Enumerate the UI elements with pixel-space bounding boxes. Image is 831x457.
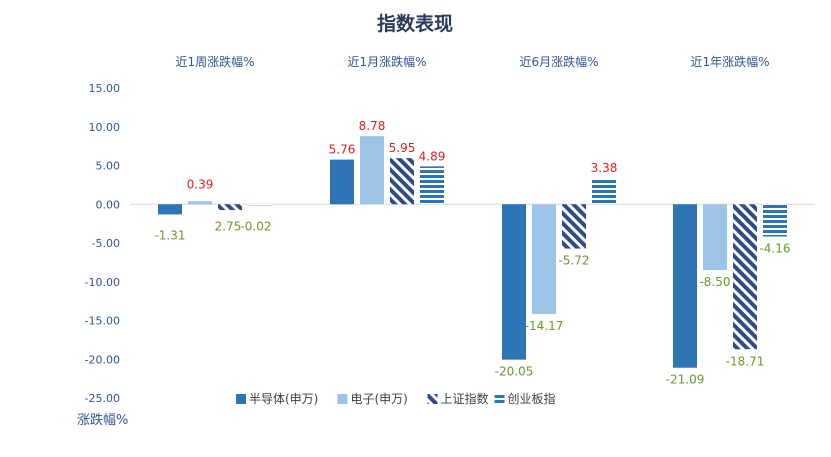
bar-layer xyxy=(158,136,787,368)
bar-0-3 xyxy=(673,204,697,368)
legend: 半导体(申万) 电子(申万) 上证指数 创业板指 xyxy=(236,391,556,406)
y-tick-label: 15.00 xyxy=(89,82,121,95)
data-label: 3.38 xyxy=(591,161,618,175)
y-tick-label: 5.00 xyxy=(96,160,121,173)
category-label: 近1年涨跌幅% xyxy=(690,54,769,69)
data-label: 4.89 xyxy=(419,149,446,163)
y-tick-label: -25.00 xyxy=(85,392,120,405)
bar-0-2 xyxy=(502,204,526,360)
y-axis-label: 涨跌幅% xyxy=(77,412,128,428)
y-tick-label: -15.00 xyxy=(85,315,120,328)
legend-label-0: 半导体(申万) xyxy=(249,392,318,406)
bar-3-0 xyxy=(248,204,272,206)
legend-label-3: 创业板指 xyxy=(508,391,556,406)
bar-2-1 xyxy=(390,158,414,205)
bar-1-1 xyxy=(360,136,384,205)
data-label: 0.39 xyxy=(187,177,214,191)
bar-2-3 xyxy=(733,204,757,350)
legend-label-2: 上证指数 xyxy=(441,391,489,406)
data-label: -1.31 xyxy=(154,228,185,242)
data-label: -21.09 xyxy=(666,373,705,387)
y-tick-label: 0.00 xyxy=(96,198,121,211)
category-label: 近6月涨跌幅% xyxy=(519,54,598,69)
data-label-layer: -1.31 0.39 2.75 -0.02 5.768.785.954.89 -20.05… xyxy=(154,119,790,386)
category-label: 近1月涨跌幅% xyxy=(347,54,426,69)
legend-swatch-1 xyxy=(337,394,348,404)
legend-label-1: 电子(申万) xyxy=(351,392,408,406)
y-tick-label: -10.00 xyxy=(85,276,120,289)
y-tick-label: 10.00 xyxy=(89,121,121,134)
bar-1-0 xyxy=(188,201,212,205)
bar-1-2 xyxy=(532,204,556,315)
data-label: 5.76 xyxy=(329,143,356,157)
data-label: -8.50 xyxy=(699,275,730,289)
bar-3-2 xyxy=(592,178,616,205)
bar-2-2 xyxy=(562,204,586,249)
axis-layer: 15.00 10.00 5.00 0.00 -5.00 -10.00 -15.00 -20.0… xyxy=(85,54,815,405)
bar-2-0 xyxy=(218,204,242,211)
data-label: -14.17 xyxy=(525,319,564,333)
data-label: -5.72 xyxy=(558,254,589,268)
data-label: 5.95 xyxy=(389,141,416,155)
data-label: -18.71 xyxy=(726,354,765,368)
legend-swatch-2 xyxy=(427,394,438,404)
y-tick-label: -20.00 xyxy=(85,353,120,366)
bar-3-1 xyxy=(420,166,444,205)
data-label: 8.78 xyxy=(359,119,386,133)
bar-0-0 xyxy=(158,204,182,215)
category-label: 近1周涨跌幅% xyxy=(175,54,254,69)
legend-swatch-0 xyxy=(236,394,246,404)
data-label: -20.05 xyxy=(495,365,534,379)
data-label: -4.16 xyxy=(759,241,790,255)
legend-swatch-3 xyxy=(494,394,505,404)
data-label: 2.75 xyxy=(215,219,242,233)
bar-0-1 xyxy=(330,159,354,205)
bar-3-3 xyxy=(763,204,787,237)
chart-title: 指数表现 xyxy=(377,12,453,35)
bar-1-3 xyxy=(703,204,727,271)
y-tick-label: -5.00 xyxy=(92,237,120,250)
data-label: -0.02 xyxy=(240,219,271,233)
